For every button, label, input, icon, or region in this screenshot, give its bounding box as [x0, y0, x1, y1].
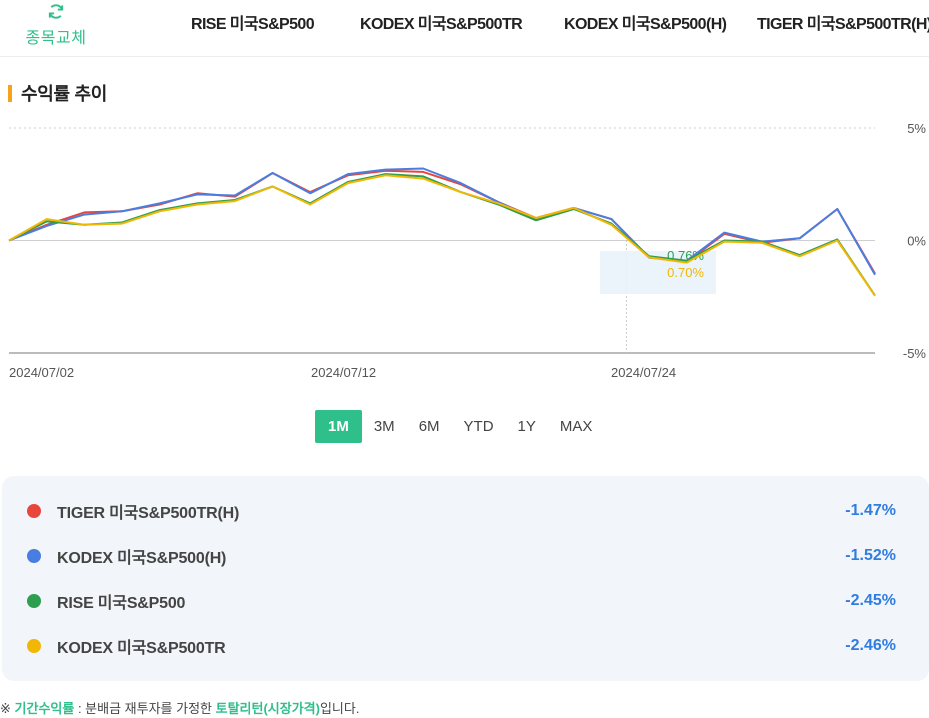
- x-axis-labels: 2024/07/02 2024/07/12 2024/07/24: [9, 365, 676, 380]
- series-line: [8, 167, 876, 276]
- footnote: ※ 기간수익률 : 분배금 재투자를 가정한 토탈리턴(시장가격)입니다.: [0, 698, 359, 717]
- legend-fund-name: RISE 미국S&P500: [57, 595, 186, 612]
- period-3m-button[interactable]: 3M: [373, 418, 395, 435]
- legend-item[interactable]: KODEX 미국S&P500(H) -1.52%: [2, 541, 929, 571]
- y-axis-labels: 5% 0% -5%: [903, 121, 927, 361]
- legend-fund-name: KODEX 미국S&P500TR: [57, 640, 226, 657]
- fund-tab-rise-sp500[interactable]: RISE 미국S&P500: [191, 16, 315, 33]
- y-tick-label: 5%: [907, 121, 926, 136]
- period-ytd-button[interactable]: YTD: [463, 418, 494, 435]
- section-title: 수익률 추이: [21, 84, 108, 104]
- return-trend-chart[interactable]: 0.76%0.70% 5%0%-5% 2024/07/02 2024/07/12 2…: [0, 110, 929, 395]
- legend-item[interactable]: TIGER 미국S&P500TR(H) -1.47%: [2, 496, 929, 526]
- legend-fund-name: TIGER 미국S&P500TR(H): [57, 505, 240, 522]
- legend-return-value: -1.52%: [845, 547, 896, 564]
- refresh-icon: [48, 4, 64, 19]
- period-max-button[interactable]: MAX: [559, 418, 593, 435]
- legend-fund-name: KODEX 미국S&P500(H): [57, 550, 227, 567]
- x-tick-label: 2024/07/12: [311, 365, 376, 380]
- fund-selector-bar: 종목교체 RISE 미국S&P500 KODEX 미국S&P500TR KODE…: [0, 0, 929, 57]
- swap-funds-label: 종목교체: [25, 30, 87, 47]
- title-accent-bar: [8, 84, 12, 102]
- chart-series: [8, 167, 876, 297]
- period-1y-button[interactable]: 1Y: [517, 418, 536, 435]
- fund-tab-kodex-sp500tr[interactable]: KODEX 미국S&P500TR: [360, 16, 523, 33]
- section-header: 수익률 추이: [8, 80, 107, 106]
- fund-tab-tiger-sp500trh[interactable]: TIGER 미국S&P500TR(H): [757, 16, 929, 33]
- footnote-end: 입니다.: [319, 701, 360, 716]
- footnote-emphasis: 토탈리턴(시장가격): [215, 701, 320, 716]
- legend-item[interactable]: KODEX 미국S&P500TR -2.46%: [2, 631, 929, 661]
- legend-dot: [27, 504, 41, 518]
- swap-funds-button[interactable]: 종목교체: [18, 0, 94, 48]
- legend-return-value: -2.46%: [845, 637, 896, 654]
- footnote-text: : 분배금 재투자를 가정한: [74, 701, 216, 716]
- x-tick-label: 2024/07/02: [9, 365, 74, 380]
- footnote-mark: ※: [0, 701, 11, 716]
- footnote-term: 기간수익률: [14, 701, 75, 716]
- return-legend-panel: TIGER 미국S&P500TR(H) -1.47% KODEX 미국S&P50…: [2, 476, 929, 681]
- legend-dot: [27, 639, 41, 653]
- legend-item[interactable]: RISE 미국S&P500 -2.45%: [2, 586, 929, 616]
- legend-dot: [27, 549, 41, 563]
- legend-return-value: -2.45%: [845, 592, 896, 609]
- legend-return-value: -1.47%: [845, 502, 896, 519]
- y-tick-label: -5%: [903, 346, 927, 361]
- series-line: [8, 174, 876, 297]
- legend-dot: [27, 594, 41, 608]
- period-6m-button[interactable]: 6M: [418, 418, 440, 435]
- x-tick-label: 2024/07/24: [611, 365, 676, 380]
- series-line: [8, 173, 876, 297]
- tooltip-value: 0.70%: [667, 265, 704, 280]
- period-selector: 1M 3M 6M YTD 1Y MAX: [315, 410, 604, 443]
- y-tick-label: 0%: [907, 234, 926, 249]
- fund-tab-kodex-sp500h[interactable]: KODEX 미국S&P500(H): [564, 16, 727, 33]
- period-1m-button[interactable]: 1M: [315, 410, 362, 443]
